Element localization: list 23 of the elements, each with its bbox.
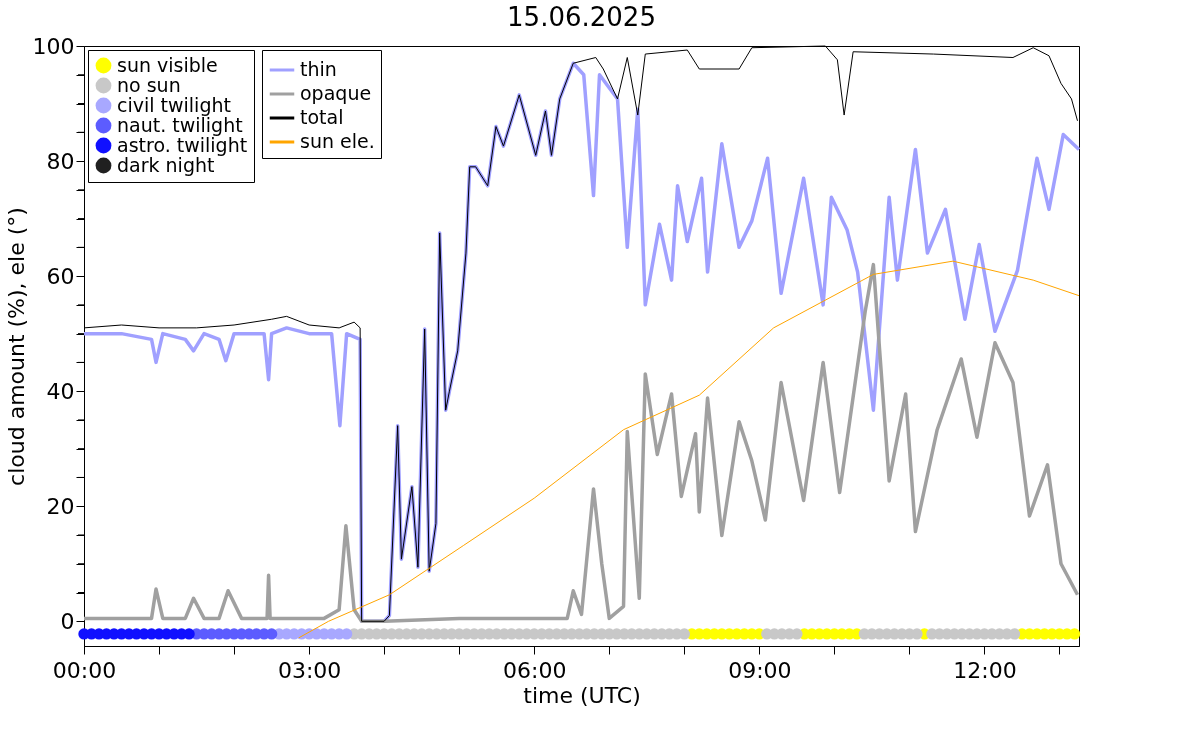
legend-label: thin [300,58,337,80]
x-tick-label: 03:00 [277,657,342,683]
legend-label: total [300,106,344,128]
x-axis-title: time (UTC) [523,682,641,708]
legend-label: no sun [117,73,181,96]
legend-label: dark night [117,153,215,176]
y-axis-title: cloud amount (%), ele (°) [3,207,29,486]
y-tick-label: 100 [32,33,75,59]
x-tick-label: 06:00 [503,657,567,683]
y-tick-label: 0 [60,608,75,634]
legend-label: civil twilight [117,93,231,116]
x-tick-label: 00:00 [52,657,117,683]
legend-label: opaque [300,82,372,104]
line-series [82,262,1080,624]
y-tick-label: 60 [46,263,75,289]
x-tick-label: 09:00 [728,657,792,683]
x-tick-label: 12:00 [953,657,1017,683]
y-tick-label: 80 [46,148,75,174]
chart-title: 15.06.2025 [507,2,656,32]
y-tick-label: 20 [46,493,75,519]
y-tick-label: 40 [46,378,75,404]
legend-label: sun visible [117,53,218,76]
legend-label: sun ele. [300,130,375,152]
